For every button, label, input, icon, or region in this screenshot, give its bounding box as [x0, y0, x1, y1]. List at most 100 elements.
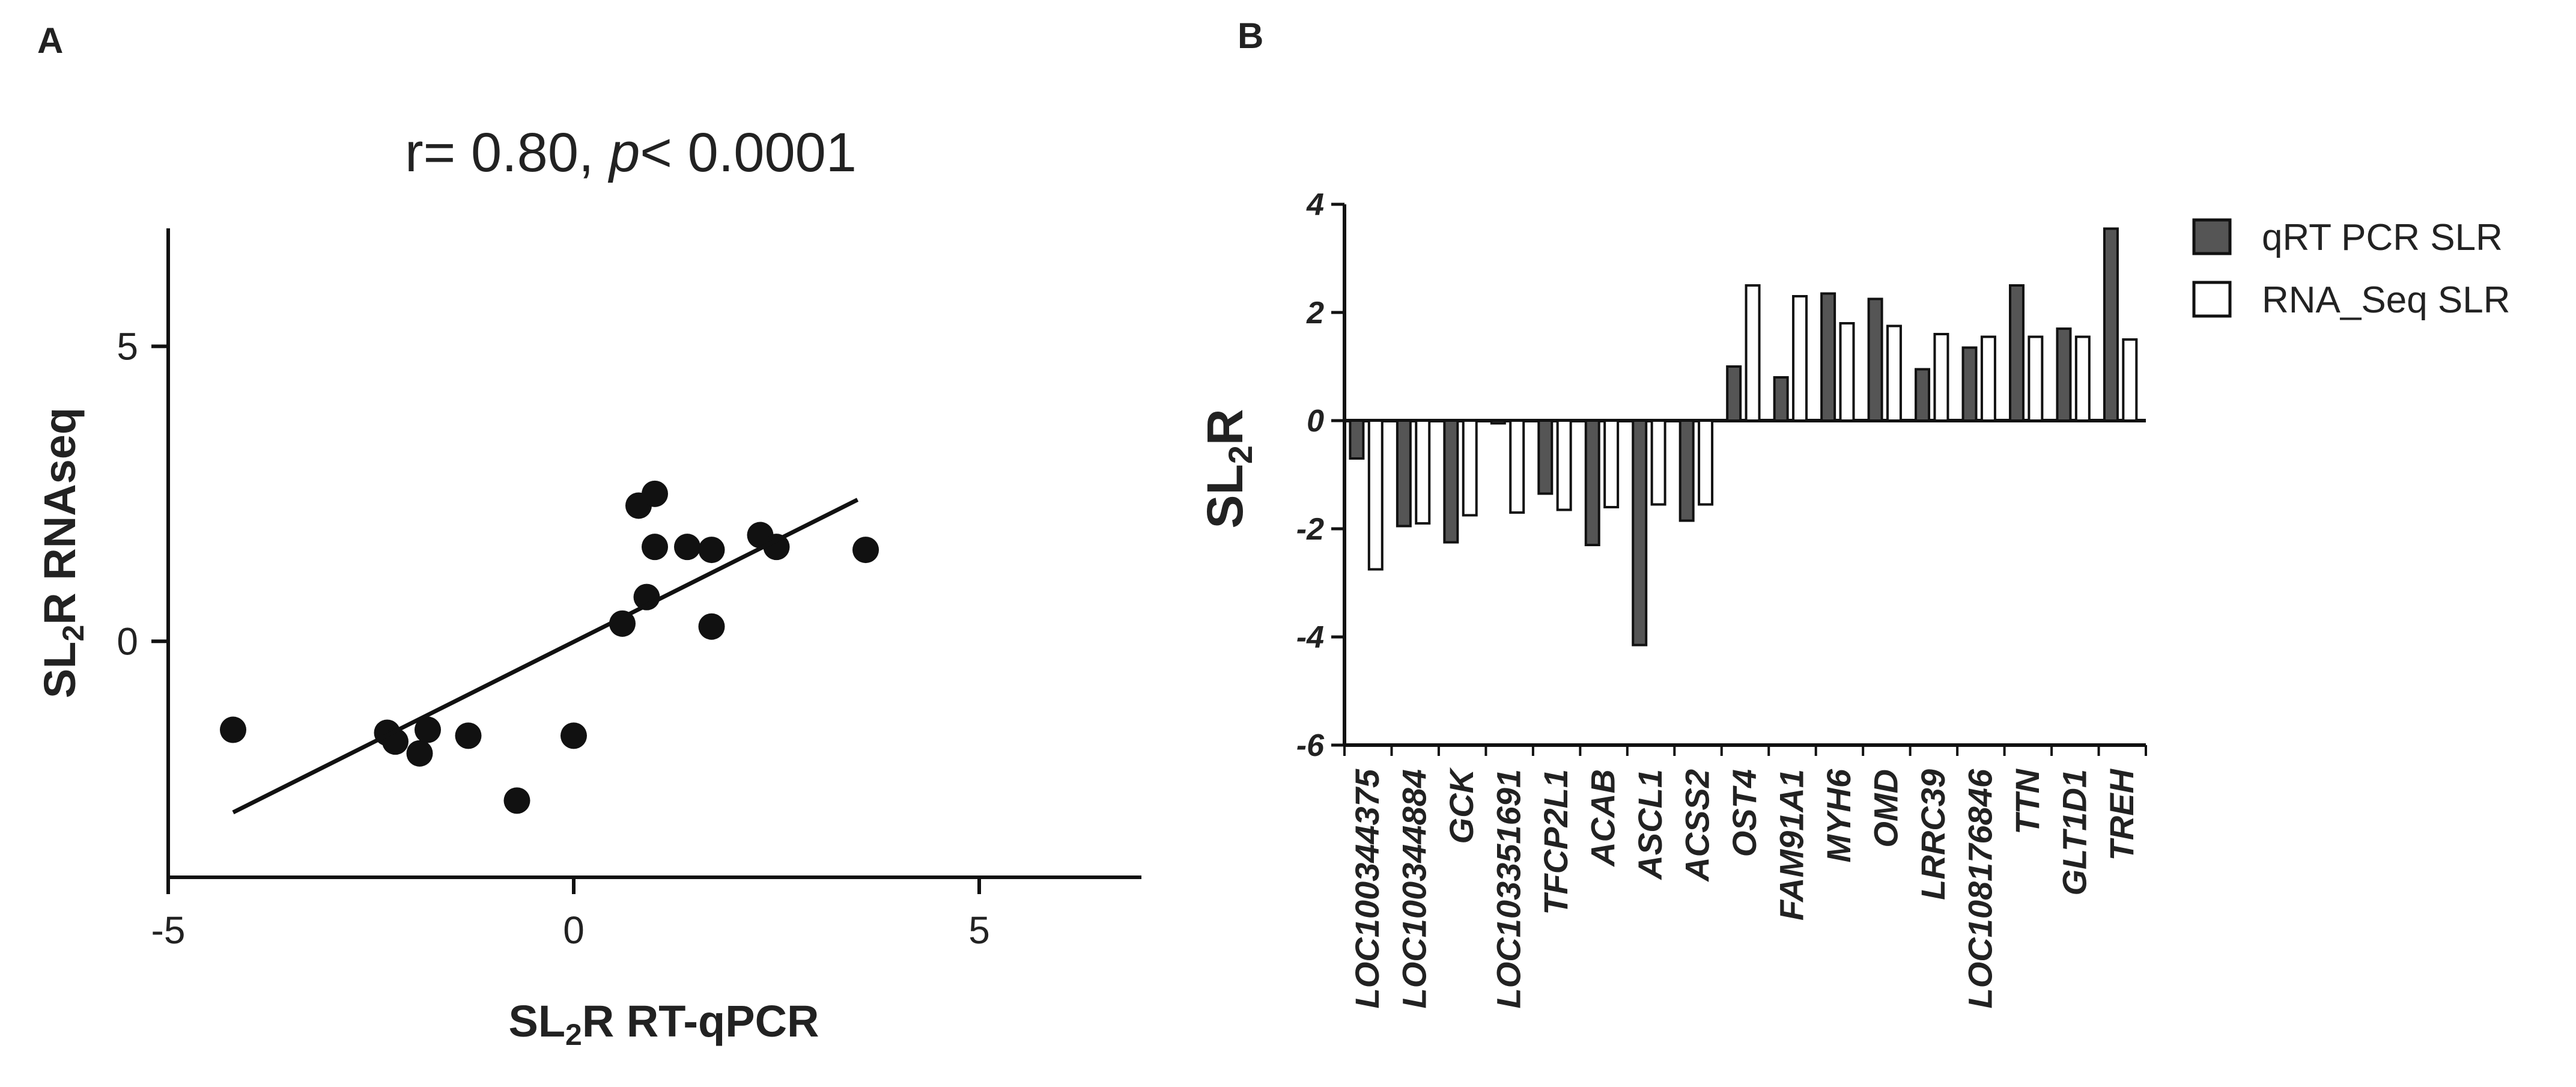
bar-qrt-pcr	[1537, 419, 1554, 495]
bar-legend: qRT PCR SLR RNA_Seq SLR	[2192, 217, 2511, 321]
bar-y-label-pre: SL	[1197, 464, 1253, 528]
bar-rna-seq	[1603, 419, 1620, 508]
bar-qrt-pcr	[1726, 365, 1742, 422]
bar-category-label: GCK	[1442, 767, 1480, 844]
bar-category-labels: LOC100344375 LOC100344884 GCK LOC103351691 T…	[1348, 767, 2140, 1008]
bar-y-label-post: R	[1197, 409, 1253, 445]
bar-y-tick-label: 0	[1307, 404, 1324, 439]
bar-rna-seq	[1980, 335, 1996, 422]
bar-qrt-pcr	[1820, 292, 1836, 422]
bar-rna-seq	[1839, 322, 1855, 422]
bar-qrt-pcr	[1490, 419, 1506, 425]
bar-qrt-pcr	[1915, 368, 1931, 422]
scatter-title-prefix: r= 0.80,	[405, 122, 609, 183]
scatter-point	[642, 534, 668, 561]
scatter-point	[852, 537, 879, 564]
bar-rna-seq	[1698, 419, 1714, 506]
scatter-title: r= 0.80, p< 0.0001	[405, 122, 857, 183]
bar-qrt-pcr	[1443, 419, 1459, 544]
bar-rna-seq	[1556, 419, 1572, 511]
scatter-points	[220, 480, 879, 814]
bar-rna-seq	[1886, 324, 1902, 422]
bar-category-label: TFCP2L1	[1537, 769, 1575, 915]
legend-swatch-rna-seq	[2192, 281, 2232, 318]
bar-category-label: TREH	[2103, 768, 2140, 860]
scatter-y-tick-label: 0	[117, 620, 138, 663]
bar-qrt-pcr	[1773, 376, 1789, 422]
scatter-x-tick-label: 5	[968, 909, 990, 952]
bar-rna-seq	[1650, 419, 1666, 506]
bar-category-label: LOC100344884	[1396, 769, 1433, 1009]
bar-category-label: LOC103351691	[1490, 769, 1528, 1009]
bar-qrt-pcr	[2103, 227, 2119, 422]
panel-a: A r= 0.80, p< 0.0001 -5 0 505 SL2R RT-qPCR…	[35, 20, 1141, 1052]
scatter-x-label-sub: 2	[565, 1018, 582, 1052]
scatter-x-label-pre: SL	[508, 996, 565, 1046]
panel-label-b: B	[1238, 16, 1263, 56]
bar-y-tick-label: -4	[1296, 620, 1324, 655]
scatter-x-label-post: R RT-qPCR	[582, 996, 819, 1046]
bar-rna-seq	[2122, 338, 2138, 422]
bar-category-label: GLT1D1	[2055, 769, 2093, 896]
scatter-point	[415, 716, 441, 743]
scatter-y-axis-label: SL2R RNAseq	[35, 407, 90, 698]
scatter-y-label-pre: SL	[35, 642, 85, 699]
bar-y-tick-label: 4	[1306, 187, 1324, 222]
bar-category-label: OST4	[1725, 769, 1763, 857]
scatter-point	[698, 537, 725, 564]
bar-rna-seq	[2028, 335, 2044, 422]
scatter-x-axis-label: SL2R RT-qPCR	[508, 996, 819, 1052]
bar-qrt-pcr	[1961, 346, 1978, 422]
bar-qrt-pcr	[1867, 297, 1883, 422]
bar-y-label-sub: 2	[1221, 445, 1259, 464]
scatter-y-tick-label: 5	[117, 324, 138, 368]
bar-category-label: LOC108176846	[1961, 769, 1999, 1008]
scatter-y-label-sub: 2	[56, 625, 90, 642]
bar-qrt-pcr	[1678, 419, 1695, 522]
panel-label-a: A	[37, 20, 63, 61]
bar-rna-seq	[2074, 335, 2091, 422]
bar-category-label: OMD	[1867, 769, 1904, 848]
bar-qrt-pcr	[1396, 419, 1412, 528]
scatter-point	[455, 722, 482, 749]
legend-label-rna-seq: RNA_Seq SLR	[2262, 279, 2511, 321]
legend-label-qrt-pcr: qRT PCR SLR	[2262, 217, 2503, 258]
bar-rna-seq	[1367, 419, 1384, 571]
bar-category-label: FAM91A1	[1772, 769, 1810, 921]
scatter-point	[220, 716, 246, 743]
bar-y-tick-label: 2	[1306, 296, 1324, 330]
scatter-y-label-post: R RNAseq	[35, 407, 85, 625]
bar-y-tick-label: -6	[1296, 728, 1325, 763]
bar-category-label: ACSS2	[1678, 769, 1716, 883]
bar-rna-seq	[1792, 295, 1808, 422]
scatter-x-tick-label: -5	[151, 909, 186, 952]
scatter-point	[763, 534, 790, 561]
scatter-point	[642, 480, 668, 507]
bar-series	[1349, 227, 2138, 647]
bar-category-label: LRRC39	[1914, 769, 1952, 900]
bar-qrt-pcr	[1584, 419, 1600, 546]
bar-qrt-pcr	[1349, 419, 1365, 460]
scatter-point	[698, 613, 725, 640]
legend-swatch-qrt-pcr	[2192, 218, 2232, 255]
bar-category-label: ACAB	[1584, 769, 1622, 868]
bar-rna-seq	[1462, 419, 1478, 517]
bar-qrt-pcr	[2009, 284, 2025, 422]
bar-rna-seq	[1509, 419, 1525, 514]
bar-y-tick-label: -2	[1296, 512, 1324, 547]
scatter-point	[674, 534, 700, 561]
bar-category-label: ASCL1	[1631, 769, 1669, 881]
bar-rna-seq	[1745, 284, 1761, 422]
bar-rna-seq	[1933, 333, 1949, 422]
bar-qrt-pcr	[1632, 419, 1648, 647]
bar-rna-seq	[1415, 419, 1431, 525]
scatter-x-tick-label: 0	[563, 909, 585, 952]
scatter-axes: -5 0 5 0 5	[117, 228, 1141, 952]
scatter-point	[609, 610, 636, 637]
bar-category-label: LOC100344375	[1348, 769, 1386, 1008]
scatter-title-p: p	[607, 122, 640, 183]
bar-category-label: MYH6	[1820, 769, 1858, 862]
scatter-title-suffix: < 0.0001	[640, 122, 857, 183]
scatter-fit-line	[232, 498, 859, 815]
